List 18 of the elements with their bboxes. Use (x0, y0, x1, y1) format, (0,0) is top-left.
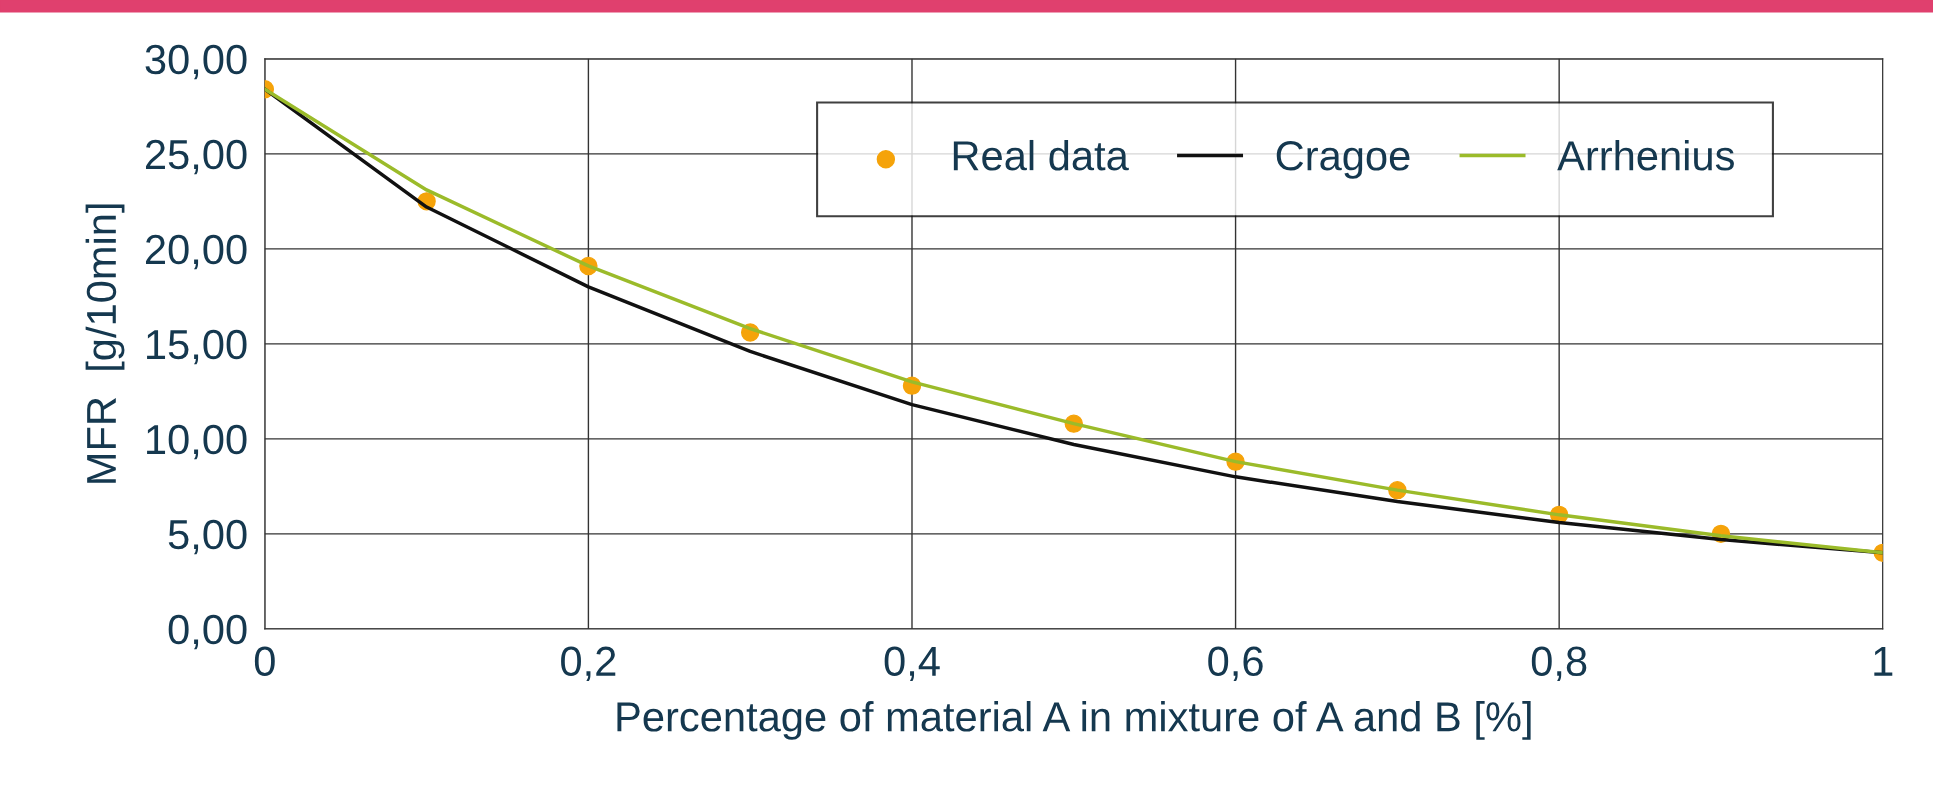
legend-label: Cragoe (1276, 141, 1410, 179)
y-tick-label: 10,00 (147, 424, 247, 460)
x-tick-label: 0 (254, 646, 275, 677)
y-tick-label: 5,00 (168, 519, 247, 555)
y-tick-label: 0,00 (168, 614, 247, 650)
y-tick-label: 25,00 (145, 139, 247, 175)
x-tick-label: 0,8 (1531, 646, 1587, 682)
legend-label: Real data (953, 139, 1129, 171)
x-axis-title: Percentage of material A in mixture of A and B [%] (617, 701, 1531, 740)
y-tick-label: 30,00 (145, 44, 247, 80)
x-tick-label: 0,4 (884, 646, 940, 682)
legend-label: Arrhenius (1557, 139, 1734, 171)
x-tick-label: 1 (1874, 647, 1893, 676)
y-axis-title: MFR [g/10min] (85, 204, 125, 483)
y-tick-label: 20,00 (145, 234, 247, 270)
x-tick-label: 0,6 (1208, 646, 1263, 682)
x-tick-label: 0,2 (561, 646, 616, 682)
y-tick-label: 15,00 (147, 329, 247, 365)
